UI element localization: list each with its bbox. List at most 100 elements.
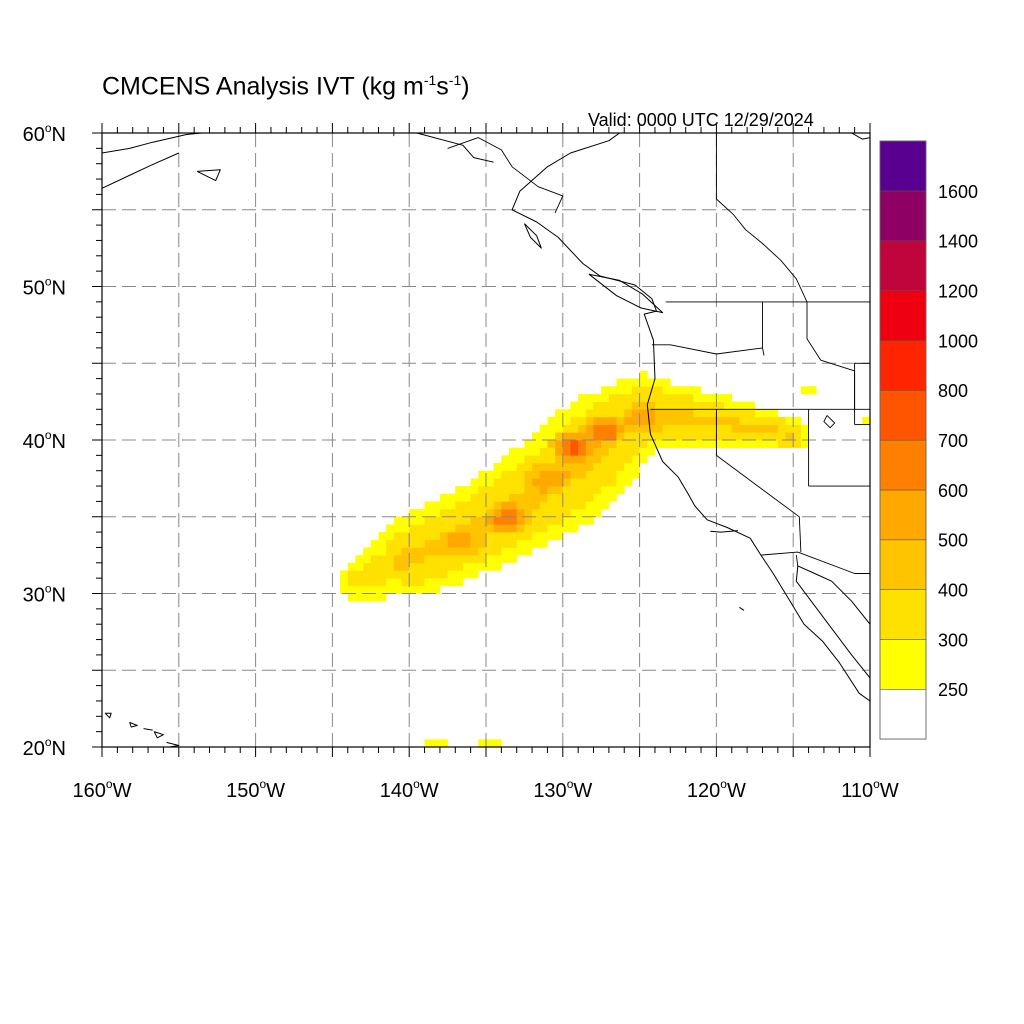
ivt-cell bbox=[578, 493, 587, 502]
ivt-cell bbox=[562, 440, 571, 448]
ivt-cell bbox=[578, 393, 587, 402]
ivt-cell bbox=[608, 440, 617, 448]
ivt-cell bbox=[777, 416, 786, 425]
ivt-cell bbox=[754, 409, 763, 418]
ivt-cell bbox=[754, 440, 763, 448]
ivt-cell bbox=[693, 432, 702, 441]
ivt-cell bbox=[439, 562, 448, 571]
ivt-cell bbox=[462, 570, 471, 579]
ivt-cell bbox=[708, 440, 717, 448]
ivt-cell bbox=[378, 585, 387, 594]
ivt-cell bbox=[432, 524, 441, 533]
ivt-cell bbox=[601, 424, 610, 433]
coastline bbox=[102, 133, 202, 154]
ivt-cell bbox=[593, 432, 602, 441]
ivt-cell bbox=[439, 578, 448, 587]
ivt-cell bbox=[393, 562, 402, 571]
colorbar-swatch bbox=[879, 688, 927, 740]
ivt-cell bbox=[701, 401, 710, 410]
ivt-cell bbox=[386, 547, 395, 556]
ivt-cell bbox=[616, 486, 625, 495]
ivt-cell bbox=[739, 432, 748, 441]
ivt-cell bbox=[539, 463, 548, 471]
ivt-cell bbox=[601, 386, 610, 395]
ivt-cell bbox=[624, 401, 633, 410]
ivt-cell bbox=[509, 486, 518, 495]
ivt-cell bbox=[593, 393, 602, 402]
ivt-cell bbox=[347, 593, 356, 602]
ivt-cell bbox=[701, 424, 710, 433]
ivt-cell bbox=[439, 547, 448, 556]
ivt-cell bbox=[501, 524, 510, 533]
ivt-cell bbox=[608, 409, 617, 418]
ivt-cell bbox=[478, 478, 487, 487]
ivt-cell bbox=[363, 578, 372, 587]
ivt-cell bbox=[601, 447, 610, 456]
political-border bbox=[760, 551, 870, 574]
ivt-cell bbox=[509, 539, 518, 548]
ivt-cell bbox=[716, 401, 725, 410]
ivt-cell bbox=[601, 393, 610, 402]
title-exponent-2: -1 bbox=[448, 72, 462, 88]
ivt-cell bbox=[608, 401, 617, 410]
ivt-cell bbox=[539, 424, 548, 433]
ivt-cell bbox=[432, 578, 441, 587]
ivt-cell bbox=[593, 501, 602, 510]
lat-tick-label: 20oN bbox=[23, 735, 66, 760]
ivt-cell bbox=[785, 424, 794, 433]
ivt-cell bbox=[800, 432, 809, 441]
ivt-cell bbox=[762, 409, 771, 418]
ivt-cell bbox=[539, 432, 548, 441]
ivt-cell bbox=[501, 509, 510, 518]
ivt-cell bbox=[762, 416, 771, 425]
ivt-cell bbox=[409, 539, 418, 548]
ivt-cell bbox=[624, 470, 633, 479]
ivt-cell bbox=[355, 593, 364, 602]
ivt-cell bbox=[731, 416, 740, 425]
ivt-cell bbox=[578, 455, 587, 464]
ivt-cell bbox=[401, 539, 410, 548]
ivt-cell bbox=[654, 401, 663, 410]
ivt-cell bbox=[578, 424, 587, 433]
ivt-cell bbox=[685, 432, 694, 441]
colorbar-label: 250 bbox=[938, 680, 968, 700]
ivt-cell bbox=[562, 470, 571, 479]
ivt-cell bbox=[631, 440, 640, 448]
political-border bbox=[716, 198, 808, 303]
ivt-cell bbox=[509, 547, 518, 556]
ivt-cell bbox=[555, 455, 564, 464]
ivt-cell bbox=[470, 562, 479, 571]
ivt-cell bbox=[678, 386, 686, 395]
ivt-cell bbox=[416, 585, 425, 594]
ivt-cell bbox=[624, 447, 633, 456]
ivt-cell bbox=[424, 509, 433, 518]
ivt-cell bbox=[439, 516, 448, 525]
ivt-cell bbox=[478, 486, 487, 495]
ivt-cell bbox=[493, 524, 502, 533]
ivt-cell bbox=[678, 424, 686, 433]
ivt-cell bbox=[639, 447, 648, 456]
ivt-cell bbox=[424, 555, 433, 564]
ivt-cell bbox=[424, 516, 433, 525]
ivt-cell bbox=[470, 539, 479, 548]
ivt-cell bbox=[478, 524, 487, 533]
ivt-cell bbox=[462, 547, 471, 556]
ivt-cell bbox=[462, 555, 471, 564]
ivt-cell bbox=[516, 493, 525, 502]
ivt-cell bbox=[509, 463, 518, 471]
lon-tick-label: 110oW bbox=[841, 777, 899, 802]
ivt-cell bbox=[470, 493, 479, 502]
lon-tick-label: 130oW bbox=[533, 777, 592, 802]
ivt-cell bbox=[470, 547, 479, 556]
ivt-cell bbox=[455, 562, 464, 571]
ivt-cell bbox=[539, 447, 548, 456]
ivt-cell bbox=[762, 440, 771, 448]
ivt-cell bbox=[370, 585, 379, 594]
ivt-cell bbox=[593, 401, 602, 410]
colorbar-swatch bbox=[879, 639, 927, 690]
ivt-cell bbox=[524, 493, 533, 502]
colorbar-swatch bbox=[879, 589, 927, 640]
ivt-cell bbox=[670, 409, 679, 418]
ivt-cell bbox=[516, 478, 525, 487]
ivt-cell bbox=[532, 532, 541, 541]
